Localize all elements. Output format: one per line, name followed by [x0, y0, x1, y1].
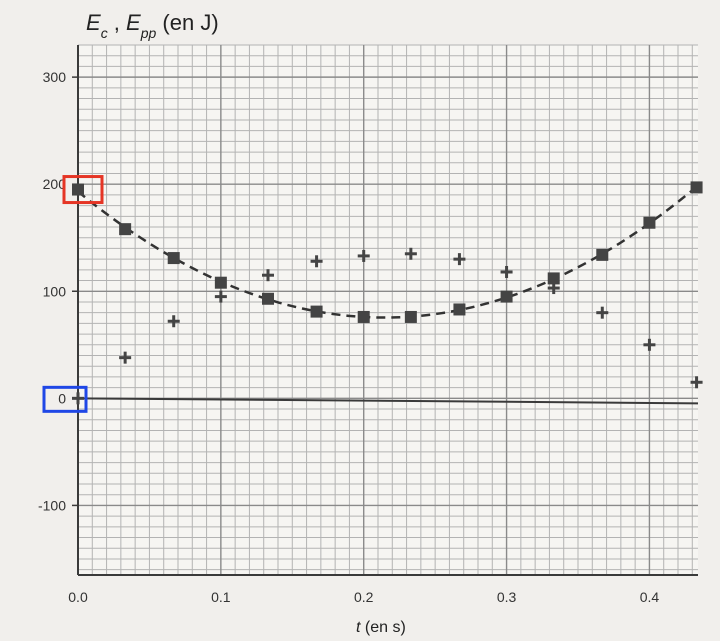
fit-curve: [77, 185, 698, 319]
x-tick-labels: 0.0 0.1 0.2 0.3 0.4: [68, 589, 659, 605]
zero-baseline: [77, 397, 699, 405]
data-point-plus: [596, 306, 609, 319]
zero-line: [77, 397, 699, 405]
data-point-plus: [310, 255, 323, 268]
series-plus: [72, 247, 703, 405]
fit-dashed-curve: [77, 185, 698, 319]
data-point-plus: [500, 265, 513, 278]
label-part: c: [101, 25, 108, 41]
x-tick-label: 0.2: [354, 589, 374, 605]
label-part: E: [126, 10, 141, 35]
y-tick-labels: 300 200 100 0 -100: [38, 69, 78, 513]
data-point-square: [643, 216, 656, 229]
data-point-plus: [547, 282, 560, 295]
data-point-plus: [690, 376, 703, 389]
highlight-box-red: [62, 175, 104, 205]
data-point-square: [596, 248, 609, 261]
plot-area: [78, 45, 698, 575]
series-squares: [72, 181, 703, 323]
data-point-plus: [643, 338, 656, 351]
label-part: E: [86, 10, 101, 35]
y-tick-label: 100: [43, 283, 67, 299]
label-part: (en s): [360, 619, 405, 636]
data-point-plus: [72, 392, 84, 405]
data-point-square: [404, 310, 417, 323]
label-part: t: [356, 619, 361, 636]
x-tick-label: 0.3: [497, 589, 517, 605]
data-point-plus: [404, 247, 417, 260]
data-point-square: [72, 183, 84, 196]
data-point-square: [500, 290, 513, 303]
y-tick-label: 300: [43, 69, 67, 85]
x-axis-label: t (en s): [356, 619, 406, 636]
data-point-plus: [453, 253, 466, 266]
data-point-square: [690, 181, 703, 194]
data-point-square: [357, 310, 370, 323]
data-point-square: [214, 276, 227, 289]
highlight-box-blue: [42, 385, 88, 413]
data-point-square: [547, 272, 560, 285]
data-point-square: [262, 292, 274, 305]
chart-title: Ec , Epp (en J): [86, 10, 219, 41]
x-tick-label: 0.0: [68, 589, 88, 605]
data-point-square: [310, 305, 323, 318]
data-point-square: [119, 223, 132, 236]
y-tick-label: -100: [38, 497, 66, 513]
x-tick-label: 0.4: [640, 589, 660, 605]
label-part: (en J): [156, 10, 218, 35]
label-part: pp: [140, 25, 157, 41]
x-tick-label: 0.1: [211, 589, 231, 605]
highlights: [42, 175, 104, 413]
data-point-square: [453, 303, 466, 316]
data-point-plus: [357, 249, 370, 262]
data-point-square: [167, 252, 180, 265]
data-point-plus: [214, 290, 227, 303]
data-point-plus: [262, 269, 274, 282]
y-tick-label: 200: [43, 176, 67, 192]
data-point-plus: [119, 351, 132, 364]
y-tick-label: 0: [58, 390, 66, 406]
data-point-plus: [167, 315, 180, 328]
label-part: ,: [108, 10, 126, 35]
grid-minor: [78, 44, 698, 575]
axes: [77, 45, 698, 576]
